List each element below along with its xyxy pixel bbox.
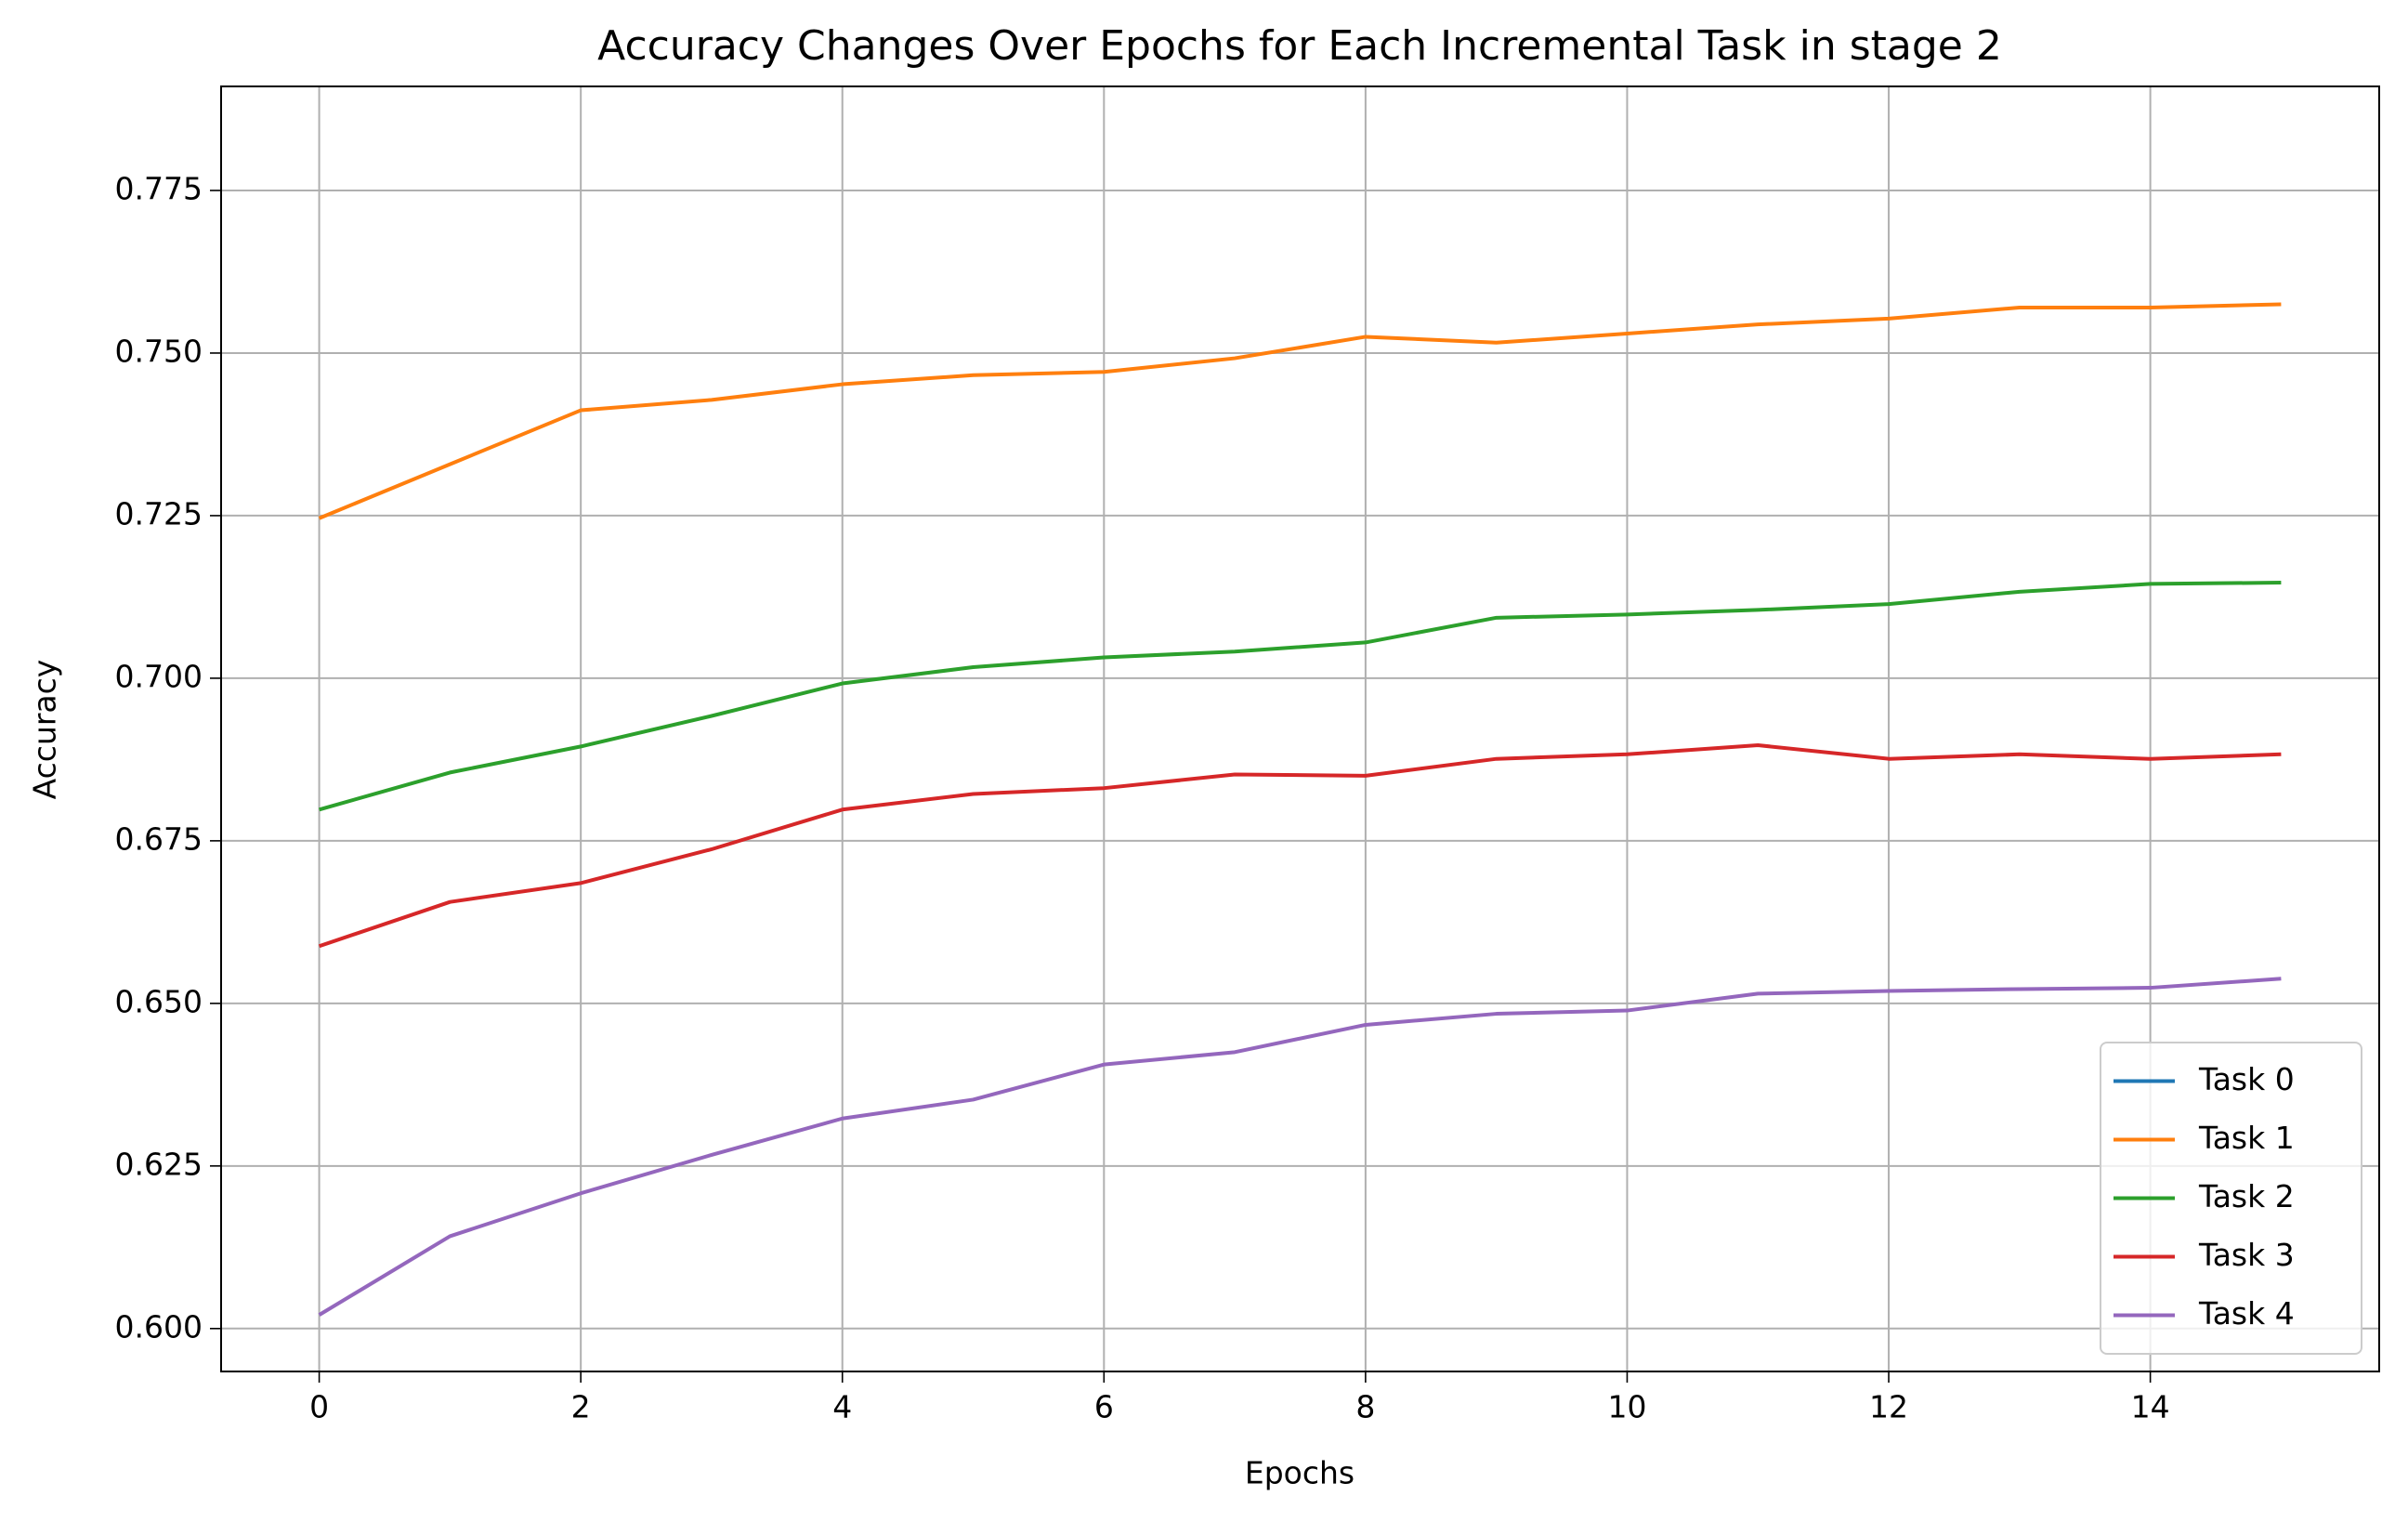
line [318,742,2282,949]
x-tick-label: 4 [832,1389,852,1425]
x-tick-label: 10 [1607,1389,1646,1425]
y-tick-label: 0.625 [115,1146,203,1182]
axes-frame [220,85,2380,1372]
y-axis-label: Accuracy [27,660,63,800]
legend-label: Task 0 [2198,1061,2295,1097]
line [318,302,2282,520]
x-tick-label: 0 [309,1389,329,1425]
chart-title: Accuracy Changes Over Epochs for Each In… [597,22,2002,70]
legend-box [2100,1042,2362,1355]
line [318,977,2282,1317]
legend-label: Task 1 [2198,1120,2295,1156]
y-tick-label: 0.775 [115,170,203,206]
x-tick-label: 12 [1869,1389,1908,1425]
y-tick-label: 0.725 [115,495,203,531]
y-tick-label: 0.700 [115,658,203,694]
line [319,581,2282,812]
x-tick-label: 14 [2131,1389,2170,1425]
y-tick-label: 0.675 [115,820,203,857]
x-tick-label: 2 [571,1389,591,1425]
x-tick-label: 6 [1094,1389,1114,1425]
legend-label: Task 3 [2198,1237,2295,1273]
x-axis-label: Epochs [1245,1455,1354,1491]
legend-label: Task 4 [2198,1295,2295,1332]
y-tick-label: 0.600 [115,1308,203,1345]
y-tick-label: 0.750 [115,333,203,369]
legend-label: Task 2 [2198,1178,2295,1214]
y-tick-label: 0.650 [115,983,203,1019]
x-tick-label: 8 [1355,1389,1375,1425]
